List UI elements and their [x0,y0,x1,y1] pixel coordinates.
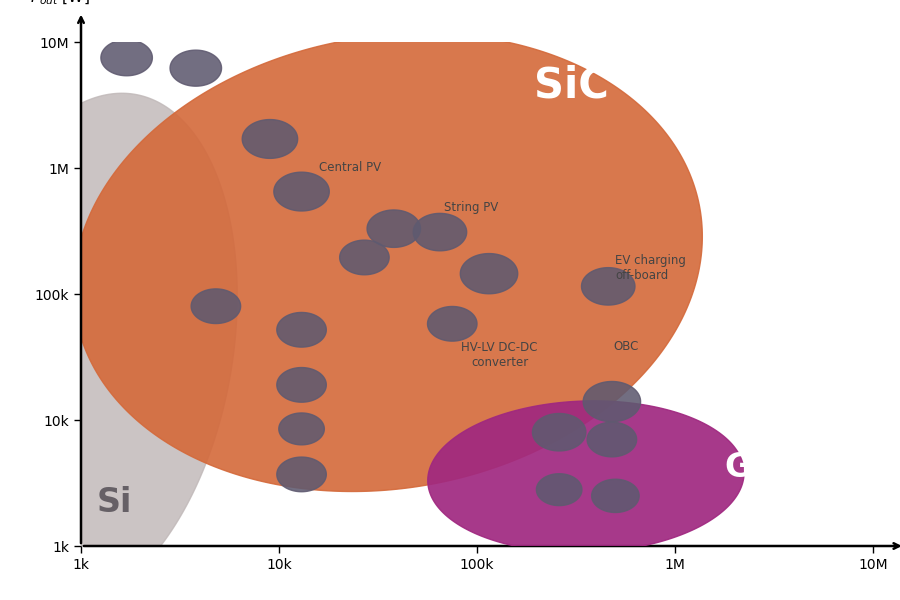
Polygon shape [170,50,221,86]
Polygon shape [279,413,324,445]
Polygon shape [101,40,152,76]
Polygon shape [581,268,635,305]
Text: OBC: OBC [614,340,639,353]
Polygon shape [428,401,744,553]
Text: $P_{out}$ [W]: $P_{out}$ [W] [30,0,89,7]
Polygon shape [0,93,238,600]
Polygon shape [533,413,586,451]
Text: HV-LV DC-DC
converter: HV-LV DC-DC converter [462,341,538,370]
Polygon shape [277,368,327,402]
Polygon shape [277,457,327,492]
Polygon shape [583,382,641,422]
Polygon shape [460,254,518,294]
Polygon shape [74,34,702,491]
Text: SiC: SiC [534,65,609,107]
Text: Si: Si [96,487,132,520]
Polygon shape [587,422,636,457]
Polygon shape [367,210,420,247]
Polygon shape [591,479,639,512]
Polygon shape [536,474,582,506]
Text: GaN: GaN [724,451,803,484]
Polygon shape [339,240,389,275]
Polygon shape [277,313,327,347]
Text: String PV: String PV [444,201,498,214]
Polygon shape [191,289,240,323]
Polygon shape [274,172,329,211]
Polygon shape [428,307,477,341]
Polygon shape [413,214,467,251]
Polygon shape [242,119,298,158]
Text: Central PV: Central PV [320,161,382,174]
Text: EV charging
off-board: EV charging off-board [616,254,687,282]
